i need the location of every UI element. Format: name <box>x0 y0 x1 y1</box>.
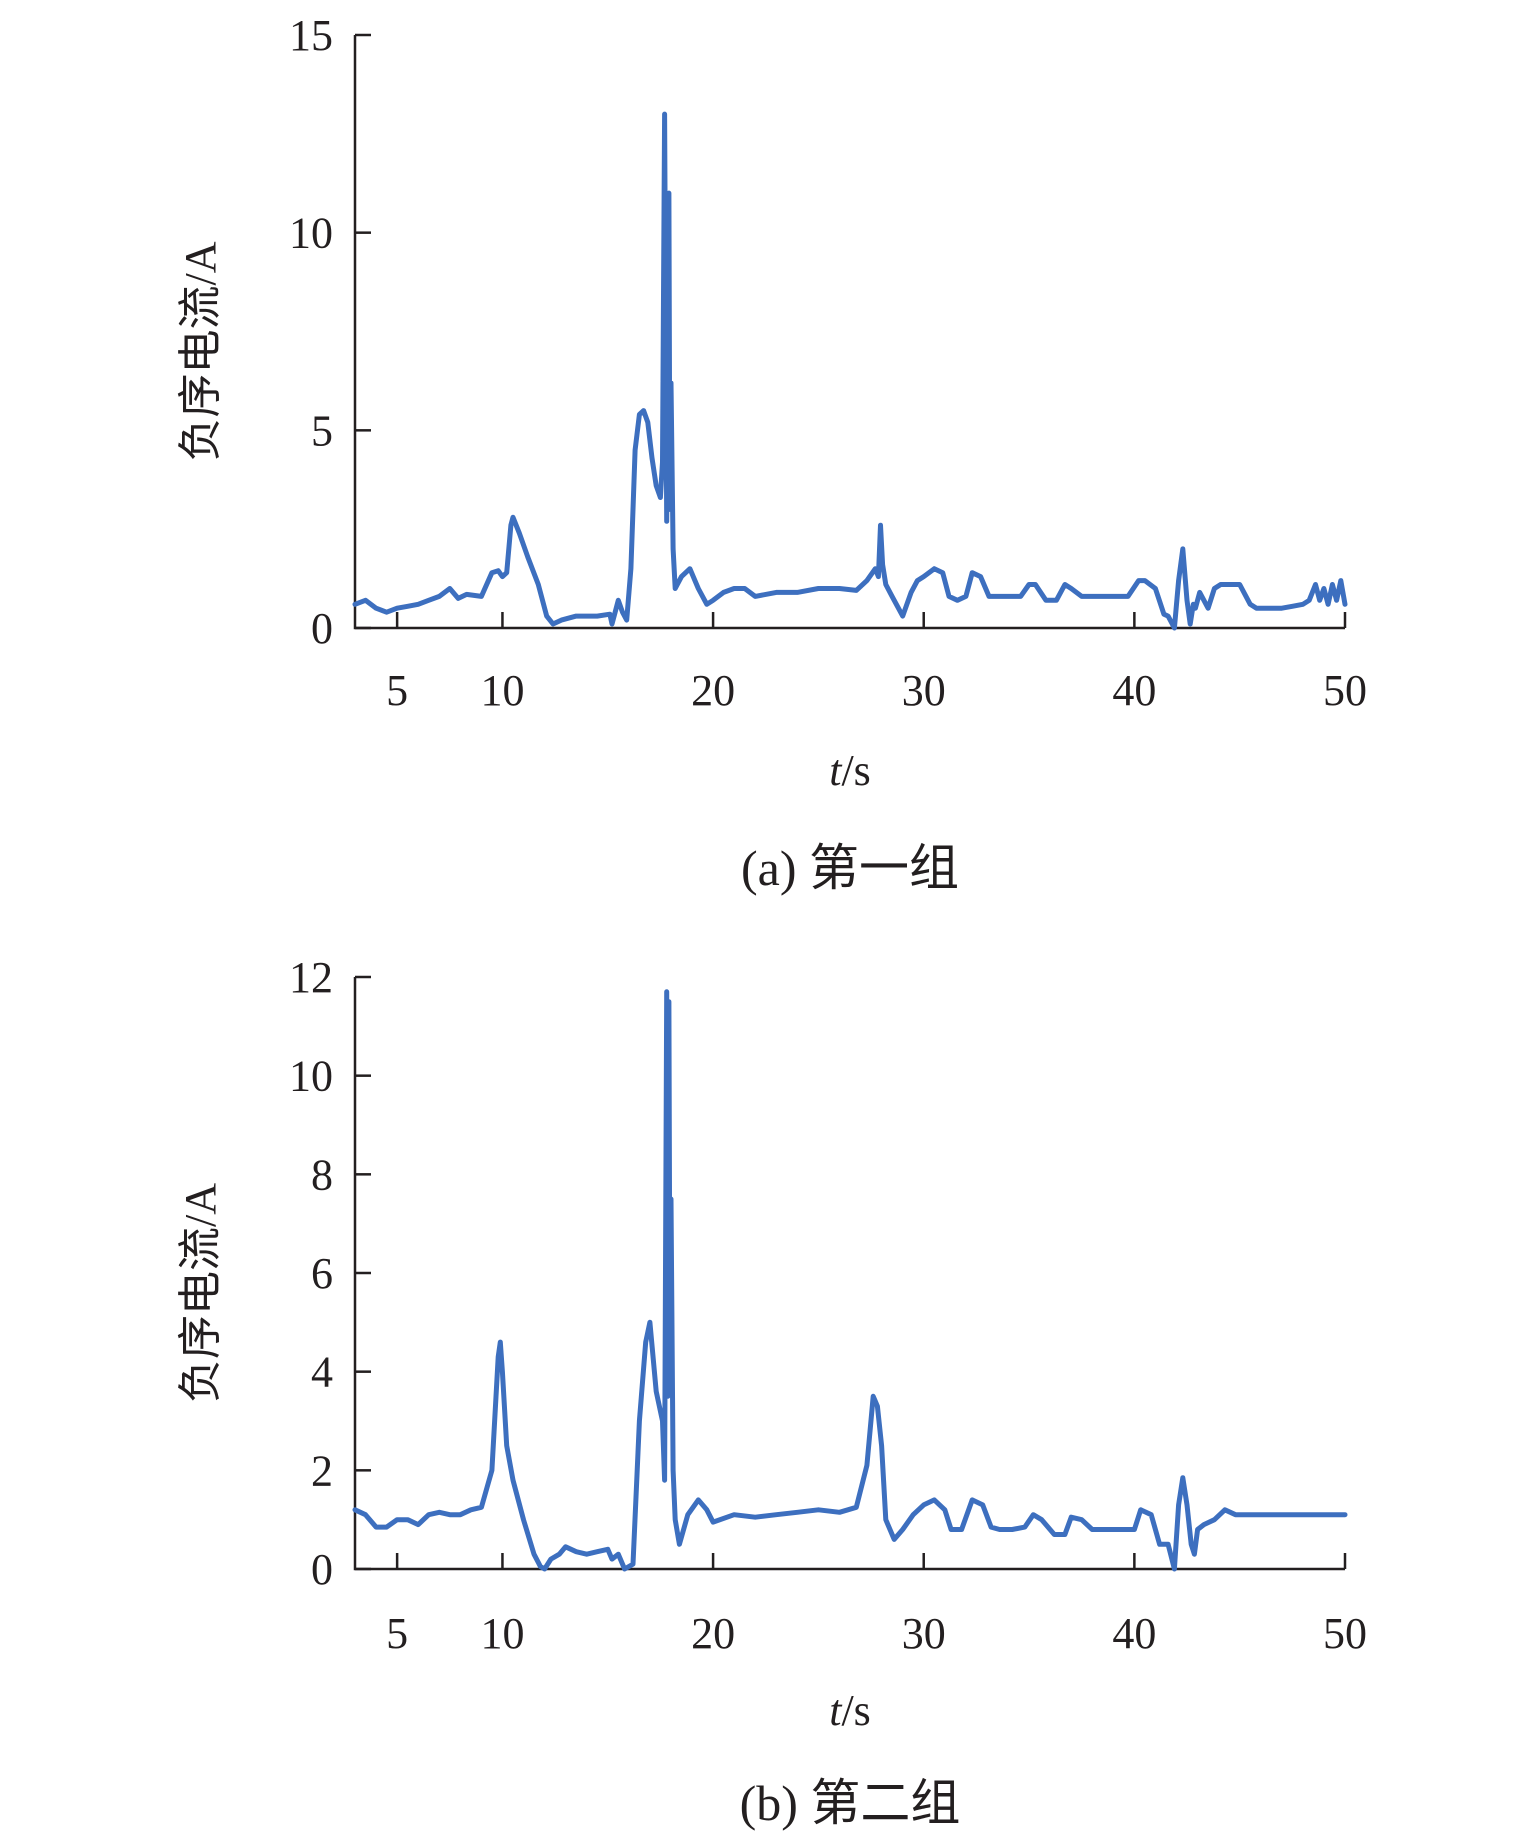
panel-a-y-tick-label: 10 <box>289 209 333 258</box>
panel-a-ticks: 0 5 10 15 5 10 20 30 40 50 <box>289 11 1367 715</box>
panel-b-axes <box>353 977 1345 1571</box>
panel-a-x-tick-label: 10 <box>480 666 524 715</box>
panel-b-x-tick-label: 20 <box>691 1609 735 1658</box>
panel-a: 0 5 10 15 5 10 20 30 40 50 t/s 负序电流/A (a) 第一组 <box>176 11 1367 896</box>
panel-a-x-tick-label: 20 <box>691 666 735 715</box>
panel-a-y-tick-label: 15 <box>289 11 333 60</box>
panel-b-ticks: 0 2 4 6 8 10 12 5 10 20 30 40 50 <box>289 953 1367 1658</box>
panel-b-caption: (b) 第二组 <box>740 1775 961 1831</box>
panel-a-x-tick-label: 40 <box>1112 666 1156 715</box>
panel-a-y-tick-label: 5 <box>311 406 333 455</box>
panel-b-y-tick-label: 2 <box>311 1446 333 1495</box>
panel-a-x-tick-label: 50 <box>1323 666 1367 715</box>
panel-b: 0 2 4 6 8 10 12 5 10 20 30 40 50 t/s 负序电流/A (b) 第二组 <box>176 953 1367 1831</box>
panel-b-x-axis-label: t/s <box>829 1686 871 1735</box>
panel-a-caption: (a) 第一组 <box>741 840 959 896</box>
panel-b-x-tick-label: 30 <box>902 1609 946 1658</box>
panel-b-y-tick-label: 12 <box>289 953 333 1002</box>
panel-a-x-tick-label: 30 <box>902 666 946 715</box>
panel-b-x-tick-label: 40 <box>1112 1609 1156 1658</box>
panel-b-x-tick-label: 5 <box>386 1609 408 1658</box>
panel-a-y-axis-label: 负序电流/A <box>176 241 225 461</box>
panel-a-x-axis-label: t/s <box>829 746 871 795</box>
panel-b-y-axis-label: 负序电流/A <box>176 1183 225 1403</box>
panel-b-series-line <box>352 989 1348 1572</box>
panel-b-y-tick-label: 0 <box>311 1545 333 1594</box>
panel-b-x-tick-label: 50 <box>1323 1609 1367 1658</box>
panel-b-y-tick-label: 10 <box>289 1052 333 1101</box>
panel-a-series-line <box>352 111 1348 631</box>
panel-b-x-tick-label: 10 <box>480 1609 524 1658</box>
panel-b-y-tick-label: 4 <box>311 1348 333 1397</box>
panel-a-y-tick-label: 0 <box>311 604 333 653</box>
panel-a-axes <box>353 35 1345 630</box>
panel-b-y-tick-label: 6 <box>311 1249 333 1298</box>
panel-a-x-tick-label: 5 <box>386 666 408 715</box>
panel-b-y-tick-label: 8 <box>311 1150 333 1199</box>
